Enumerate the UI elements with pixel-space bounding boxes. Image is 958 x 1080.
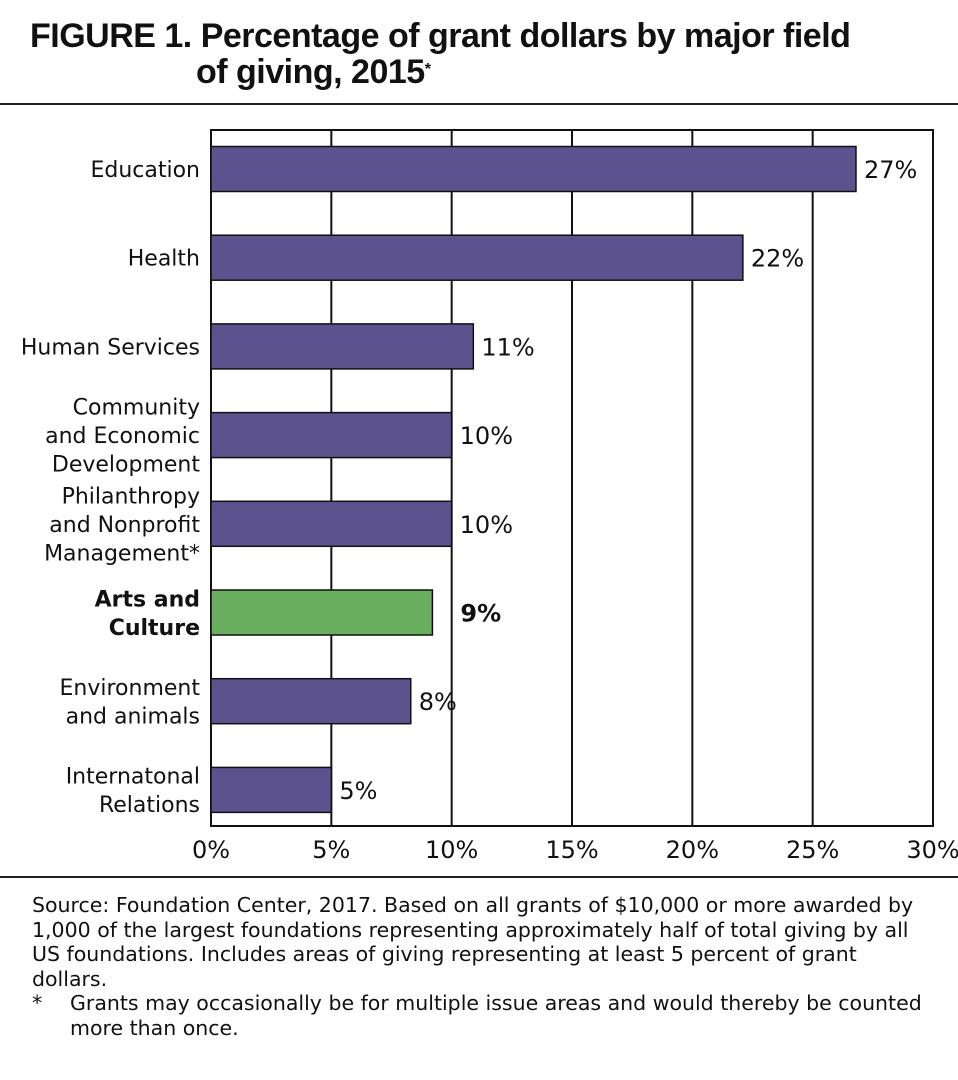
bottom-rule <box>0 876 958 878</box>
data-label: 5% <box>339 777 377 805</box>
category-label: Philanthropy and Nonprofit Management* <box>44 484 200 566</box>
bar <box>210 411 453 459</box>
data-label: 22% <box>751 245 804 273</box>
category-label: Education <box>90 158 200 183</box>
category-label: Community and Economic Development <box>45 396 200 478</box>
x-tick-label: 0% <box>192 836 230 864</box>
footnote: Grants may occasionally be for multiple … <box>70 991 922 1040</box>
bar <box>210 589 434 636</box>
data-label: 8% <box>419 688 457 716</box>
data-label: 27% <box>864 156 917 184</box>
bar <box>210 145 857 193</box>
x-tick-label: 5% <box>312 836 350 864</box>
bar <box>210 677 412 725</box>
bar <box>210 323 475 370</box>
data-label: 9% <box>460 600 501 628</box>
title-line-2: of giving, 2015 <box>196 53 425 91</box>
category-label: Arts and Culture <box>95 587 200 641</box>
title-line-1: FIGURE 1. Percentage of grant dollars by… <box>30 17 851 55</box>
category-label: Human Services <box>21 335 200 360</box>
data-label: 10% <box>460 511 513 539</box>
bar <box>210 500 453 548</box>
notes: Source: Foundation Center, 2017. Based o… <box>32 893 932 1040</box>
bar <box>210 234 744 281</box>
x-tick-label: 20% <box>666 836 719 864</box>
data-label: 11% <box>481 333 534 361</box>
chart-title: FIGURE 1. Percentage of grant dollars by… <box>30 17 851 91</box>
data-label: 10% <box>460 422 513 450</box>
source-note: Source: Foundation Center, 2017. Based o… <box>32 893 914 991</box>
category-label: Environment and animals <box>60 676 201 730</box>
x-tick-label: 10% <box>425 836 478 864</box>
category-label: Internatonal Relations <box>66 765 200 819</box>
x-tick-label: 15% <box>545 836 598 864</box>
category-label: Health <box>128 247 200 272</box>
bar <box>210 766 333 814</box>
footnote-marker: * <box>32 991 43 1015</box>
x-tick-label: 25% <box>786 836 839 864</box>
title-superscript: * <box>424 61 431 78</box>
top-rule <box>0 103 958 105</box>
x-tick-label: 30% <box>906 836 958 864</box>
bar-chart: 0% 5% 10% 15% 20% 25% 30% 27% Education 22% Health… <box>21 129 958 864</box>
